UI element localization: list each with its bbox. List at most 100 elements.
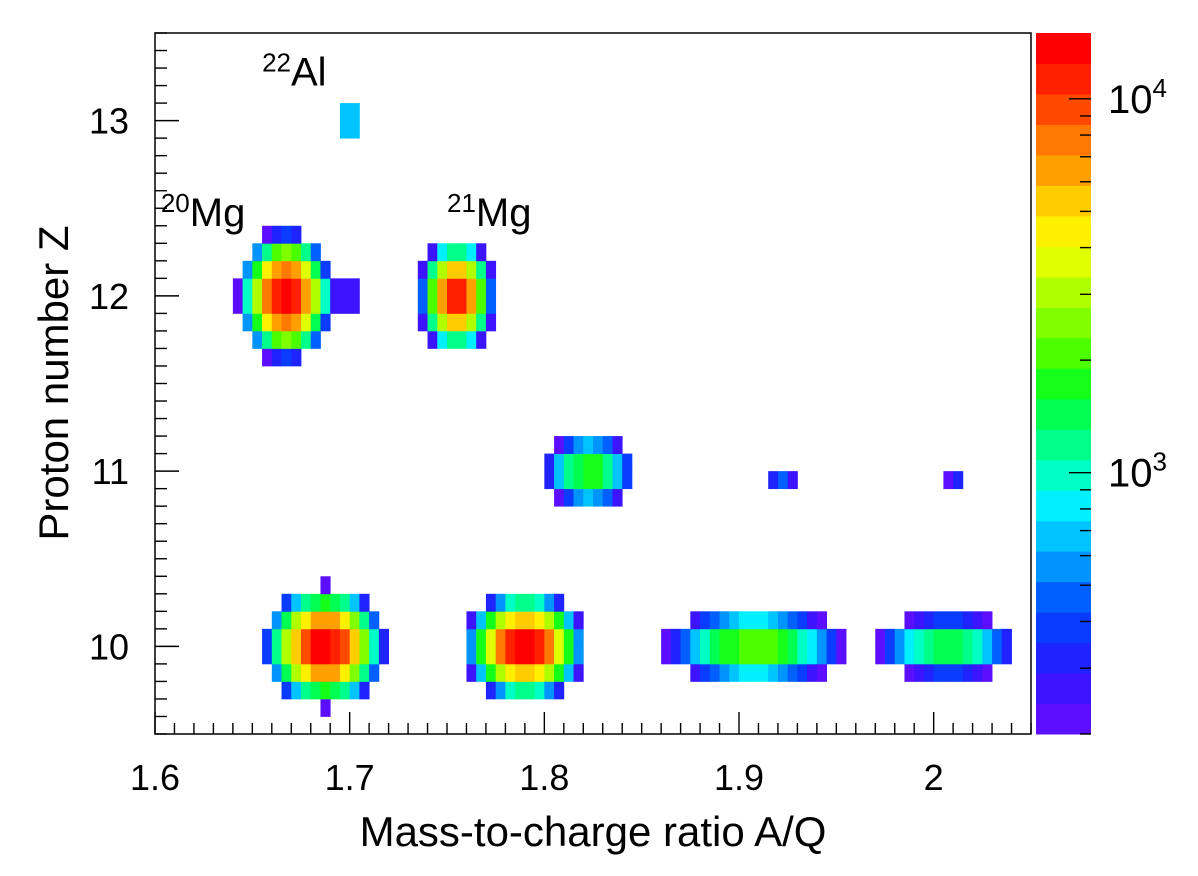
heatmap-cell xyxy=(914,611,925,630)
heatmap-cell xyxy=(768,663,779,682)
heatmap-cell xyxy=(953,628,964,647)
heatmap-cell xyxy=(291,295,302,314)
heatmap-cell xyxy=(291,225,302,244)
heatmap-cell xyxy=(933,646,944,665)
heatmap-cell xyxy=(515,593,526,612)
heatmap-cell xyxy=(885,646,896,665)
heatmap-cell xyxy=(933,663,944,682)
heatmap-cell xyxy=(885,628,896,647)
heatmap-cell xyxy=(554,663,565,682)
heatmap-cell xyxy=(427,313,438,332)
heatmap-cell xyxy=(505,681,516,700)
heatmap-cell xyxy=(262,330,273,349)
heatmap-cell xyxy=(339,103,351,122)
heatmap-cell xyxy=(339,295,351,314)
heatmap-cell xyxy=(320,593,331,612)
heatmap-cell xyxy=(670,646,681,665)
heatmap-cell xyxy=(271,348,282,367)
heatmap-cell xyxy=(476,295,487,314)
heatmap-cell xyxy=(554,646,565,665)
colorbar-label: 104 xyxy=(1108,73,1167,122)
heatmap-cell xyxy=(320,646,331,665)
heatmap-cell xyxy=(777,611,789,630)
heatmap-cell xyxy=(914,628,925,647)
heatmap-cell xyxy=(505,611,516,630)
heatmap-cell xyxy=(252,313,263,332)
heatmap-cell xyxy=(437,330,448,349)
heatmap-cell xyxy=(602,488,613,507)
heatmap-cell xyxy=(281,260,292,279)
heatmap-cell xyxy=(544,646,555,665)
heatmap-cell xyxy=(758,663,769,682)
heatmap-cell xyxy=(709,611,720,630)
heatmap-cell xyxy=(544,453,555,472)
colorbar-segment xyxy=(1036,398,1091,430)
heatmap-cell xyxy=(301,260,312,279)
heatmap-cell xyxy=(417,295,428,314)
heatmap-cell xyxy=(787,611,798,630)
heatmap-cell xyxy=(369,646,380,665)
heatmap-cell xyxy=(310,611,321,630)
isotope-label: 20Mg xyxy=(161,188,246,235)
heatmap-cell xyxy=(232,295,243,314)
heatmap-cell xyxy=(281,593,292,612)
heatmap-cell xyxy=(310,646,321,665)
heatmap-cell xyxy=(349,611,360,630)
y-axis: 10 11 12 13 xyxy=(89,32,179,735)
heatmap-cell xyxy=(456,243,467,262)
heatmap-cell xyxy=(281,225,292,244)
heatmap-cell xyxy=(807,663,818,682)
heatmap-cell xyxy=(291,593,302,612)
heatmap-cell xyxy=(923,646,935,665)
heatmap-cell xyxy=(573,646,584,665)
heatmap-cell xyxy=(242,313,253,332)
heatmap-cell xyxy=(242,278,253,297)
heatmap-cell xyxy=(992,628,1003,647)
colorbar-segment xyxy=(1036,246,1091,278)
heatmap-cell xyxy=(554,628,565,647)
heatmap-cell xyxy=(262,225,273,244)
heatmap-cell xyxy=(534,611,545,630)
heatmap-cell xyxy=(544,681,555,700)
heatmap-cell xyxy=(369,611,380,630)
heatmap-cell xyxy=(320,313,331,332)
heatmap-cell xyxy=(320,681,331,700)
heatmap-cell xyxy=(544,628,555,647)
heatmap-cell xyxy=(301,295,312,314)
heatmap-cell xyxy=(573,611,584,630)
heatmap-cell xyxy=(310,663,321,682)
heatmap-cell xyxy=(505,663,516,682)
heatmap-cell xyxy=(583,488,594,507)
heatmap-cell xyxy=(330,278,341,297)
heatmap-cell xyxy=(271,260,282,279)
heatmap-cell xyxy=(359,628,370,647)
heatmap-cell xyxy=(748,628,759,647)
heatmap-cell xyxy=(729,611,740,630)
heatmap-cell xyxy=(544,663,555,682)
heatmap-cell xyxy=(534,663,545,682)
heatmap-cell xyxy=(271,295,282,314)
heatmap-cell xyxy=(933,611,944,630)
heatmap-cell xyxy=(923,611,935,630)
heatmap-cell xyxy=(709,646,720,665)
heatmap-cell xyxy=(505,628,516,647)
heatmap-cell xyxy=(739,646,750,665)
heatmap-cell xyxy=(262,628,273,647)
heatmap-cell xyxy=(476,628,487,647)
heatmap-cell xyxy=(310,593,321,612)
heatmap-cell xyxy=(301,330,312,349)
heatmap-cell xyxy=(982,628,993,647)
heatmap-cell xyxy=(447,295,458,314)
heatmap-cell xyxy=(515,628,526,647)
heatmap-cell xyxy=(359,611,370,630)
y-tick-label: 13 xyxy=(89,101,129,142)
heatmap-cell xyxy=(894,628,905,647)
heatmap-cell xyxy=(301,681,312,700)
heatmap-cell xyxy=(583,471,594,490)
heatmap-cell xyxy=(339,663,351,682)
heatmap-cell xyxy=(670,628,681,647)
heatmap-cell xyxy=(437,243,448,262)
heatmap-cell xyxy=(554,471,565,490)
heatmap-cell xyxy=(544,593,555,612)
heatmap-cell xyxy=(836,628,847,647)
